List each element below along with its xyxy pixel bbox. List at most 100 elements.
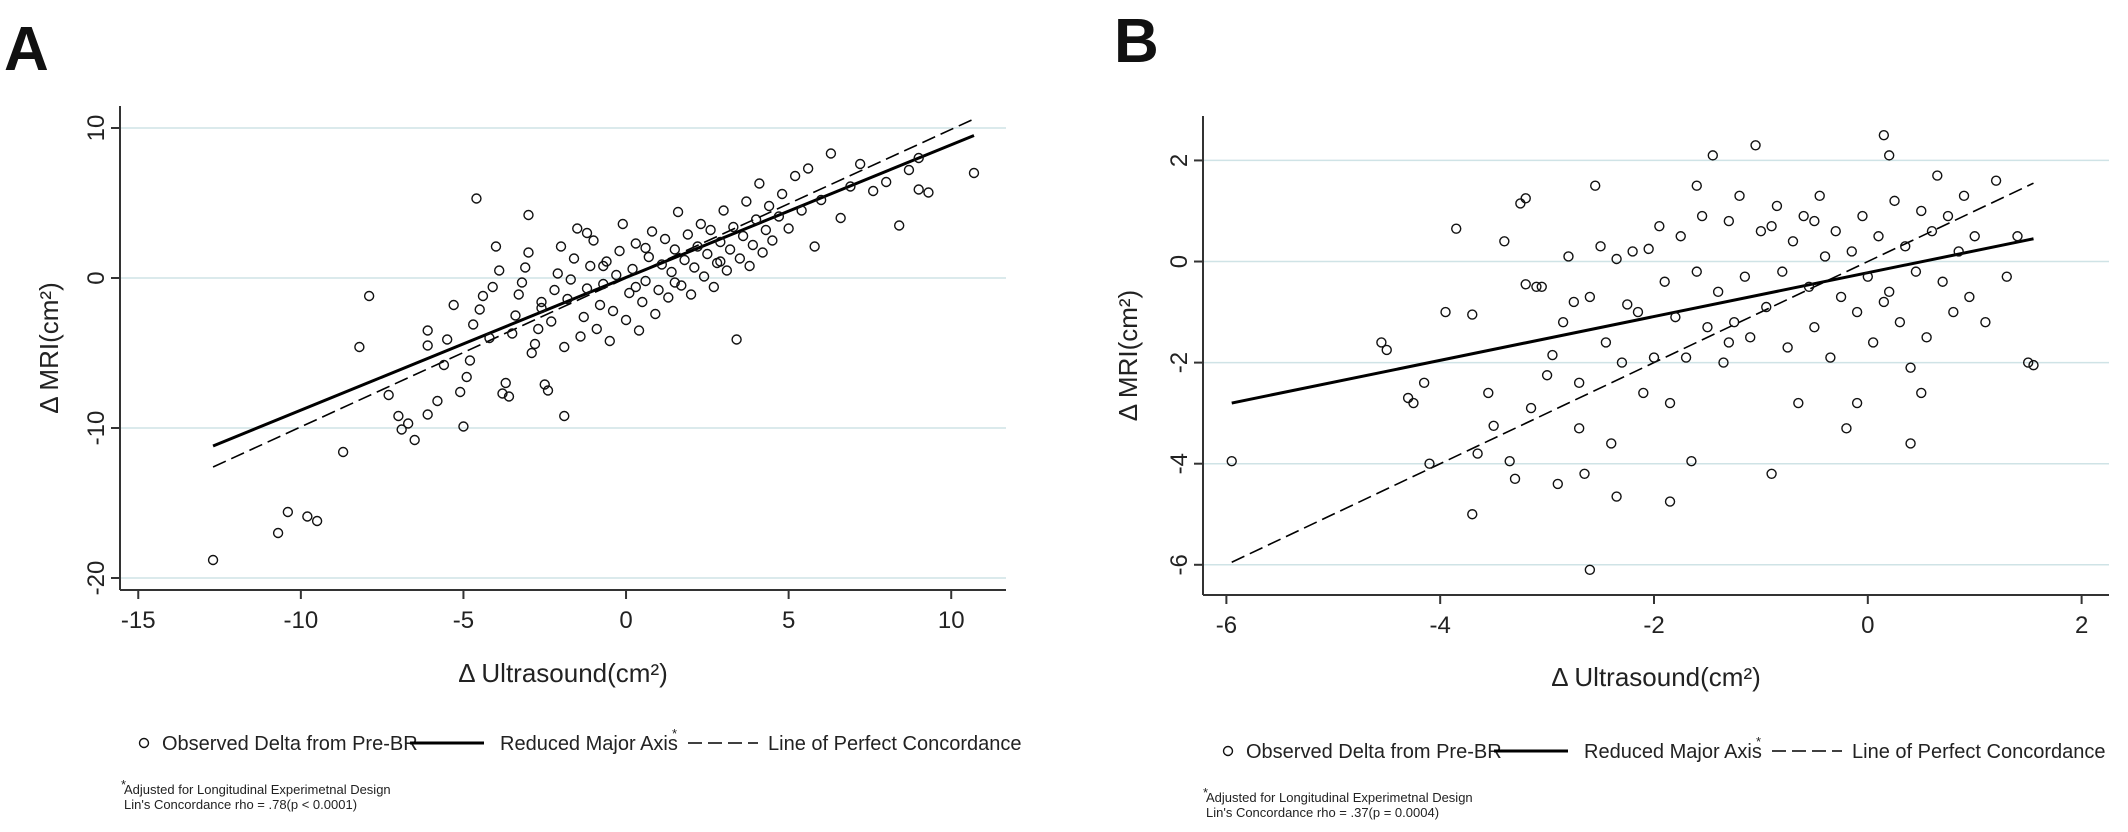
data-point (422, 325, 433, 336)
data-point (1622, 299, 1633, 310)
data-point (744, 260, 755, 272)
y-tick-label: -20 (83, 561, 110, 596)
data-point (695, 218, 707, 230)
data-point (1718, 357, 1729, 368)
data-point (1499, 236, 1510, 247)
data-point (653, 284, 664, 296)
data-point (393, 410, 404, 422)
x-axis-title: Δ Ultrasound(cm²) (1551, 662, 1761, 692)
data-point (721, 265, 733, 276)
data-point (1926, 225, 1938, 237)
legend-label-points: Observed Delta from Pre-BR (162, 733, 418, 755)
data-point (282, 506, 294, 518)
data-point (468, 319, 479, 330)
note-superscript: * (1203, 785, 1208, 800)
data-point (422, 340, 433, 351)
data-point (1830, 225, 1841, 237)
data-point (637, 296, 648, 308)
y-tick-label: 10 (83, 115, 110, 142)
data-point (646, 226, 658, 237)
data-point (559, 410, 570, 422)
data-point (1793, 397, 1804, 409)
chart-b: -6 -4 -2 0 2 -6 -4 -2 0 2 Δ Ultrasound(cm²) Δ MRI(c… (1113, 116, 2109, 820)
data-point (1835, 291, 1847, 303)
data-point (757, 247, 768, 258)
note-line-2: Lin's Concordance rho = .37(p = 0.0004) (1206, 805, 1439, 820)
data-point (1707, 150, 1718, 161)
data-point (1557, 316, 1569, 328)
data-point (562, 293, 573, 305)
data-point (825, 148, 837, 159)
data-point (1857, 210, 1868, 222)
data-point (1376, 337, 1387, 348)
perfect-concordance-line (212, 118, 975, 468)
x-tick-label: -5 (453, 607, 474, 634)
x-tick-label: 10 (938, 607, 965, 634)
data-point (1953, 246, 1964, 257)
data-point (854, 158, 866, 170)
data-point (1878, 129, 1890, 141)
note-line-1: Adjusted for Longitudinal Experimetnal D… (124, 782, 391, 797)
data-point (337, 446, 349, 458)
data-point (705, 224, 716, 236)
data-point (578, 311, 589, 323)
data-point (630, 281, 641, 293)
data-point (1846, 246, 1857, 257)
data-point (474, 304, 485, 315)
data-point (448, 299, 459, 311)
data-point (1958, 190, 1970, 202)
data-point (1402, 392, 1414, 404)
data-point (471, 193, 482, 204)
data-point (409, 434, 420, 446)
perfect-concordance-line (1231, 182, 2034, 563)
data-point (1798, 210, 1809, 222)
data-point (529, 338, 541, 350)
x-tick-label: -2 (1643, 612, 1664, 639)
legend-marker-points (138, 737, 150, 749)
data-point (650, 308, 661, 320)
data-point (669, 244, 681, 255)
data-point (689, 262, 700, 273)
data-point (542, 385, 554, 396)
data-point (1611, 253, 1622, 265)
data-point (572, 223, 583, 234)
legend-label-rma: Reduced Major Axis (1584, 741, 1762, 763)
data-point (1488, 420, 1499, 431)
data-point (737, 230, 749, 242)
data-point (1483, 387, 1494, 399)
x-tick-label: 5 (782, 607, 795, 634)
data-point (1814, 190, 1825, 202)
data-point (591, 323, 602, 335)
data-point (1408, 397, 1419, 409)
data-point (1916, 205, 1927, 217)
x-tick-label: 2 (2075, 612, 2088, 639)
legend-superscript: * (1756, 734, 1761, 749)
data-point (734, 253, 746, 264)
data-point (1643, 243, 1654, 255)
panel-label-a: A (4, 15, 49, 84)
data-point (454, 386, 466, 398)
data-point (1381, 344, 1392, 356)
data-point (1531, 281, 1542, 292)
data-point (718, 205, 729, 216)
note-superscript: * (121, 777, 126, 792)
data-point (1600, 337, 1612, 348)
x-tick-label: 0 (1861, 612, 1874, 639)
y-tick-label: -2 (1166, 352, 1193, 373)
data-point (624, 287, 635, 299)
data-point (1889, 195, 1900, 207)
data-point (783, 223, 794, 234)
data-point (2022, 357, 2034, 368)
data-point (552, 268, 563, 279)
legend-label-concordance: Line of Perfect Concordance (768, 733, 1022, 755)
data-point (539, 379, 550, 390)
data-point (669, 277, 681, 288)
data-point (1467, 309, 1478, 320)
data-point (438, 359, 450, 371)
data-point (1686, 455, 1697, 467)
data-point (487, 281, 498, 293)
data-point (520, 262, 531, 273)
data-point (1616, 357, 1628, 368)
data-point (776, 188, 788, 200)
